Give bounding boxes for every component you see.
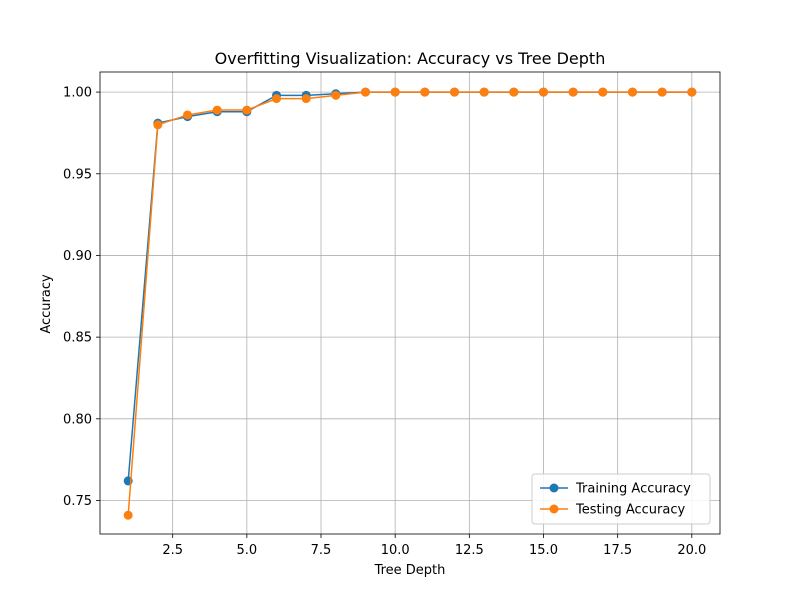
- data-point: [153, 120, 163, 130]
- y-tick-label: 0.80: [63, 412, 92, 427]
- series-line: [127, 91, 692, 516]
- series-training-accuracy: [123, 87, 697, 486]
- data-point: [331, 90, 341, 100]
- data-point: [509, 87, 519, 97]
- legend-entry-label: Training Accuracy: [575, 482, 691, 497]
- y-tick-label: 0.85: [63, 331, 92, 346]
- data-point: [479, 87, 489, 97]
- data-point: [212, 105, 222, 115]
- series-layer: [123, 87, 697, 520]
- data-point: [123, 510, 133, 520]
- x-tick-label: 12.5: [455, 543, 484, 558]
- legend-marker: [549, 504, 559, 514]
- x-tick-label: 5.0: [236, 543, 257, 558]
- x-tick-label: 7.5: [311, 543, 332, 558]
- y-tick-label: 0.75: [63, 494, 92, 509]
- chart-title: Overfitting Visualization: Accuracy vs T…: [215, 49, 606, 68]
- data-point: [449, 87, 459, 97]
- legend-box: [531, 473, 711, 525]
- data-point: [301, 94, 311, 104]
- data-point: [420, 87, 430, 97]
- x-axis-label: Tree Depth: [374, 563, 446, 578]
- x-tick-label: 10.0: [381, 543, 410, 558]
- data-point: [538, 87, 548, 97]
- series-testing-accuracy: [123, 87, 697, 520]
- data-point: [183, 110, 193, 120]
- data-point: [242, 105, 252, 115]
- x-tick-label: 20.0: [677, 543, 706, 558]
- data-point: [568, 87, 578, 97]
- grid: [100, 72, 720, 534]
- x-tick-label: 17.5: [603, 543, 632, 558]
- legend-marker: [549, 483, 559, 493]
- data-point: [361, 87, 371, 97]
- data-point: [272, 94, 282, 104]
- y-tick-label: 0.90: [63, 249, 92, 264]
- data-point: [390, 87, 400, 97]
- legend: Training Accuracy Testing Accuracy: [531, 473, 711, 525]
- x-tick-label: 15.0: [529, 543, 558, 558]
- plot-frame: [99, 71, 721, 535]
- y-tick-label: 1.00: [63, 86, 92, 101]
- data-point: [627, 87, 637, 97]
- series-line: [127, 91, 692, 481]
- x-tick-label: 2.5: [162, 543, 183, 558]
- data-point: [598, 87, 608, 97]
- legend-entry-label: Testing Accuracy: [575, 503, 685, 518]
- y-axis-label: Accuracy: [39, 274, 54, 334]
- data-point: [687, 87, 697, 97]
- data-point: [657, 87, 667, 97]
- y-tick-label: 0.95: [63, 167, 92, 182]
- axes: 2.5 5.0 7.5 10.0 12.5 15.0 17.5 20.0 0.75 0.80 0.8…: [63, 71, 721, 558]
